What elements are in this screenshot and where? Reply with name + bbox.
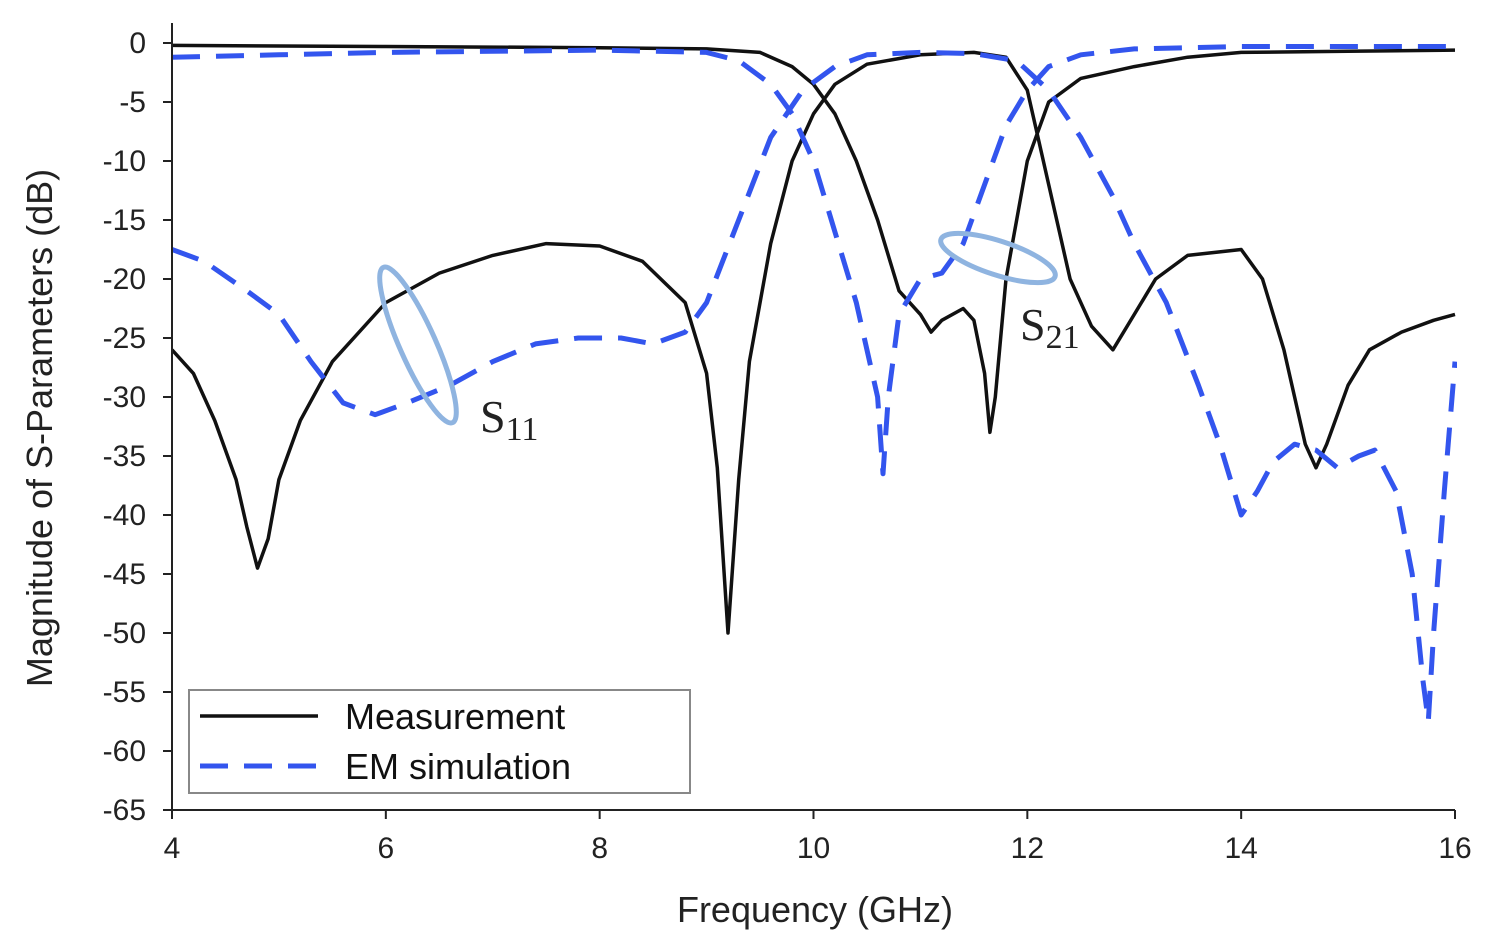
- y-tick-label: -55: [103, 676, 146, 709]
- y-tick-label: -20: [103, 263, 146, 296]
- y-tick-label: -65: [103, 794, 146, 827]
- x-tick-label: 6: [377, 832, 394, 865]
- series-line-measurement-s11: [172, 50, 1456, 635]
- y-tick-label: -45: [103, 558, 146, 591]
- series-line-em-simulation-s21: [172, 44, 1455, 477]
- annotation-subscript: 11: [506, 411, 539, 448]
- legend: Measurement EM simulation: [188, 689, 691, 794]
- x-tick-label: 16: [1438, 832, 1471, 865]
- y-tick-label: -25: [103, 322, 146, 355]
- y-tick-label: 0: [129, 27, 146, 60]
- x-axis-title: Frequency (GHz): [677, 889, 953, 930]
- legend-label-measurement: Measurement: [345, 696, 565, 737]
- x-tick-label: 12: [1011, 832, 1044, 865]
- x-tick-label: 14: [1224, 832, 1257, 865]
- series-line-measurement-s21: [172, 43, 1456, 435]
- y-axis-title: Magnitude of S-Parameters (dB): [19, 169, 60, 687]
- s21-marker-ellipse: [938, 230, 1058, 286]
- plot-area: [172, 43, 1457, 724]
- x-tick-label: 10: [797, 832, 830, 865]
- annotation-label-s11: S11: [480, 391, 538, 448]
- y-tick-label: -60: [103, 735, 146, 768]
- legend-label-em-simulation: EM simulation: [345, 746, 571, 787]
- s11-marker-ellipse: [377, 264, 459, 426]
- y-tick-label: -35: [103, 440, 146, 473]
- x-tick-label: 8: [591, 832, 608, 865]
- y-tick-label: -15: [103, 204, 146, 237]
- x-tick-label: 4: [164, 832, 181, 865]
- y-tick-label: -10: [103, 145, 146, 178]
- y-tick-label: -50: [103, 617, 146, 650]
- axes: 4 6 8 10 12 14 16 0 -5 -10 -15 -20 -25 -30 -35 -40 -45 -5…: [103, 23, 1472, 865]
- y-tick-label: -30: [103, 381, 146, 414]
- legend-box: [188, 689, 691, 794]
- y-tick-label: -5: [119, 86, 146, 119]
- annotation-subscript: 21: [1046, 319, 1080, 356]
- annotation-label-s21: S21: [1020, 299, 1080, 356]
- series-line-em-simulation-s11: [172, 49, 1457, 724]
- y-tick-label: -40: [103, 499, 146, 532]
